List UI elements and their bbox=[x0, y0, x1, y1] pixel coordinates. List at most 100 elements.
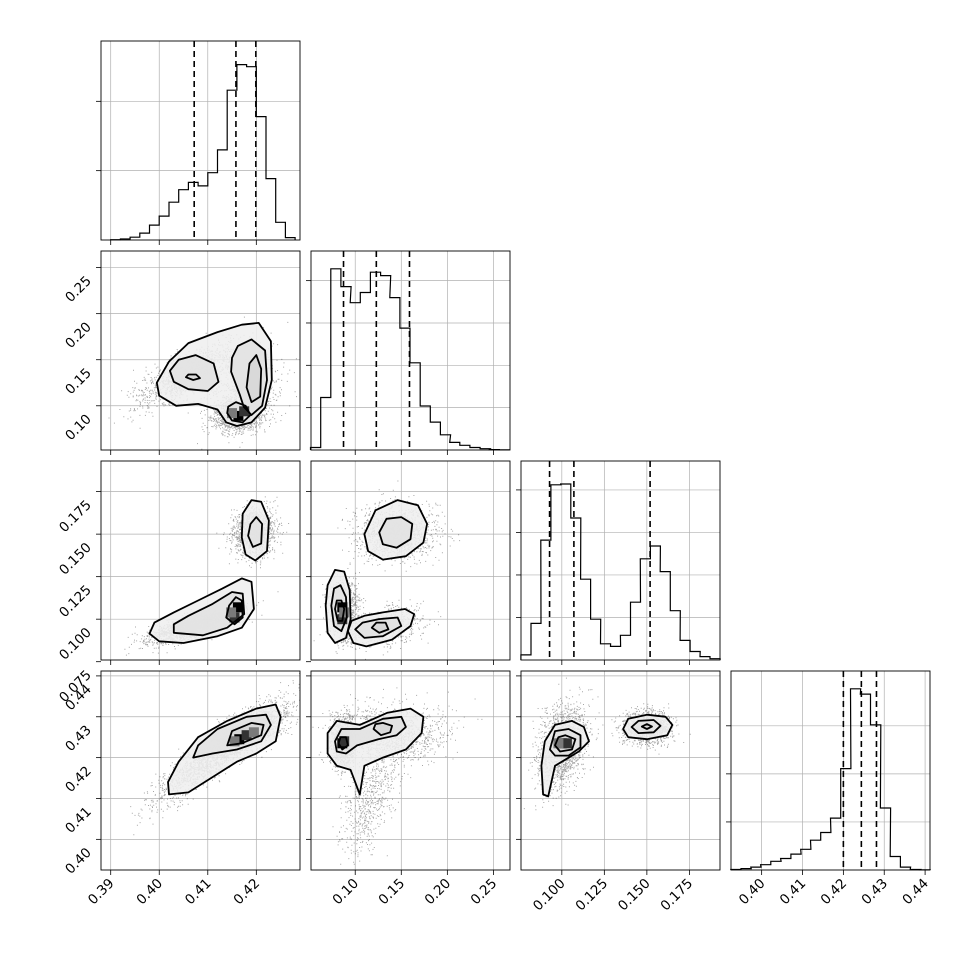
y-tick-label: 0.100 bbox=[56, 625, 95, 664]
density-fill bbox=[173, 592, 245, 636]
y-tick-label: 0.40 bbox=[62, 845, 95, 878]
x-tick-label: 0.40 bbox=[736, 876, 769, 909]
density-fill bbox=[169, 355, 219, 391]
density-shade bbox=[364, 500, 428, 560]
density-shade bbox=[169, 355, 219, 391]
contour-line bbox=[230, 338, 268, 416]
contour-line bbox=[347, 608, 416, 648]
scatter-frame bbox=[310, 460, 511, 661]
contour-line bbox=[225, 596, 244, 626]
y-tick-label: 0.25 bbox=[62, 273, 95, 306]
histogram-frame bbox=[100, 40, 301, 241]
x-tick-label: 0.41 bbox=[777, 876, 810, 909]
density-shade bbox=[193, 714, 271, 758]
y-tick-label: 0.175 bbox=[56, 497, 95, 536]
contour-line bbox=[185, 373, 201, 381]
y-tick-label: 0.150 bbox=[56, 540, 95, 579]
density-peak bbox=[337, 602, 348, 613]
scatter-frame bbox=[100, 250, 301, 451]
density-peak bbox=[227, 408, 237, 419]
x-tick-label: 0.44 bbox=[899, 876, 932, 909]
contour-line bbox=[247, 516, 263, 548]
scatter-frame bbox=[100, 460, 301, 661]
x-tick-label: 0.41 bbox=[182, 876, 215, 909]
scatter-frame bbox=[100, 670, 301, 871]
contour-line bbox=[148, 577, 255, 644]
scatter-content bbox=[124, 496, 290, 656]
density-shade bbox=[156, 322, 272, 426]
density-peak bbox=[239, 406, 250, 417]
histogram-step-3 bbox=[730, 688, 931, 871]
density-shade bbox=[379, 517, 413, 548]
x-tick-label: 0.40 bbox=[134, 876, 167, 909]
histogram-frame bbox=[310, 250, 511, 451]
density-peak bbox=[229, 736, 240, 747]
density-shade bbox=[168, 704, 281, 795]
y-tick-label: 0.43 bbox=[62, 722, 95, 755]
x-tick-label: 0.43 bbox=[858, 876, 891, 909]
y-tick-label: 0.42 bbox=[62, 763, 95, 796]
contour-line bbox=[172, 591, 246, 637]
density-peak bbox=[339, 736, 350, 747]
contour-line bbox=[363, 499, 428, 561]
contour-line bbox=[354, 616, 403, 639]
contour-line bbox=[549, 728, 582, 757]
density-peak bbox=[233, 410, 244, 421]
scatter-frame bbox=[310, 670, 511, 871]
contour-line bbox=[169, 354, 220, 392]
density-shade bbox=[623, 714, 673, 740]
density-peak bbox=[226, 607, 237, 618]
x-tick-label: 0.150 bbox=[615, 876, 654, 915]
contour-line bbox=[540, 720, 590, 798]
density-peak bbox=[553, 738, 564, 749]
scatter-panel-3-2 bbox=[520, 670, 721, 871]
density-fill bbox=[246, 355, 262, 403]
density-shade bbox=[327, 708, 424, 795]
contour-line bbox=[226, 722, 265, 747]
contour-line bbox=[245, 354, 263, 403]
contour-line bbox=[630, 719, 662, 734]
contour-line bbox=[622, 713, 674, 741]
histogram-frame bbox=[520, 460, 721, 661]
contour-line bbox=[554, 734, 577, 753]
contour-line bbox=[334, 715, 407, 755]
density-shade bbox=[335, 716, 406, 754]
x-tick-label: 0.25 bbox=[468, 876, 501, 909]
contour-line bbox=[334, 599, 346, 622]
density-peak bbox=[241, 730, 252, 741]
histogram-panel-3 bbox=[726, 670, 931, 871]
histogram-panel-1 bbox=[306, 250, 511, 451]
contour-line bbox=[192, 713, 272, 759]
y-tick-label: 0.15 bbox=[62, 365, 95, 398]
contour-line bbox=[337, 736, 349, 751]
scatter-content bbox=[130, 671, 300, 836]
x-tick-label: 0.175 bbox=[658, 876, 697, 915]
contour-line bbox=[330, 584, 348, 632]
y-tick-label: 0.125 bbox=[56, 582, 95, 621]
x-tick-label: 0.100 bbox=[530, 876, 569, 915]
histogram-panel-0 bbox=[96, 40, 301, 241]
histogram-frame bbox=[730, 670, 931, 871]
contour-line bbox=[640, 723, 653, 730]
scatter-content bbox=[108, 316, 297, 450]
contour-line bbox=[370, 621, 390, 634]
density-peak bbox=[561, 738, 572, 749]
contour-line bbox=[324, 569, 352, 644]
density-shade bbox=[248, 517, 263, 547]
scatter-frame bbox=[520, 670, 721, 871]
density-shade bbox=[241, 500, 269, 561]
scatter-panel-2-0 bbox=[100, 460, 301, 661]
x-tick-label: 0.125 bbox=[573, 876, 612, 915]
y-tick-label: 0.20 bbox=[62, 319, 95, 352]
scatter-content bbox=[312, 687, 483, 870]
density-fill bbox=[379, 517, 413, 548]
y-tick-label: 0.41 bbox=[62, 804, 95, 837]
contour-line bbox=[372, 722, 393, 737]
y-tick-label: 0.10 bbox=[62, 411, 95, 444]
scatter-panel-2-1 bbox=[310, 460, 511, 661]
density-peak bbox=[229, 612, 240, 623]
x-tick-label: 0.15 bbox=[376, 876, 409, 909]
contour-line bbox=[378, 516, 414, 549]
density-fill bbox=[248, 517, 263, 547]
